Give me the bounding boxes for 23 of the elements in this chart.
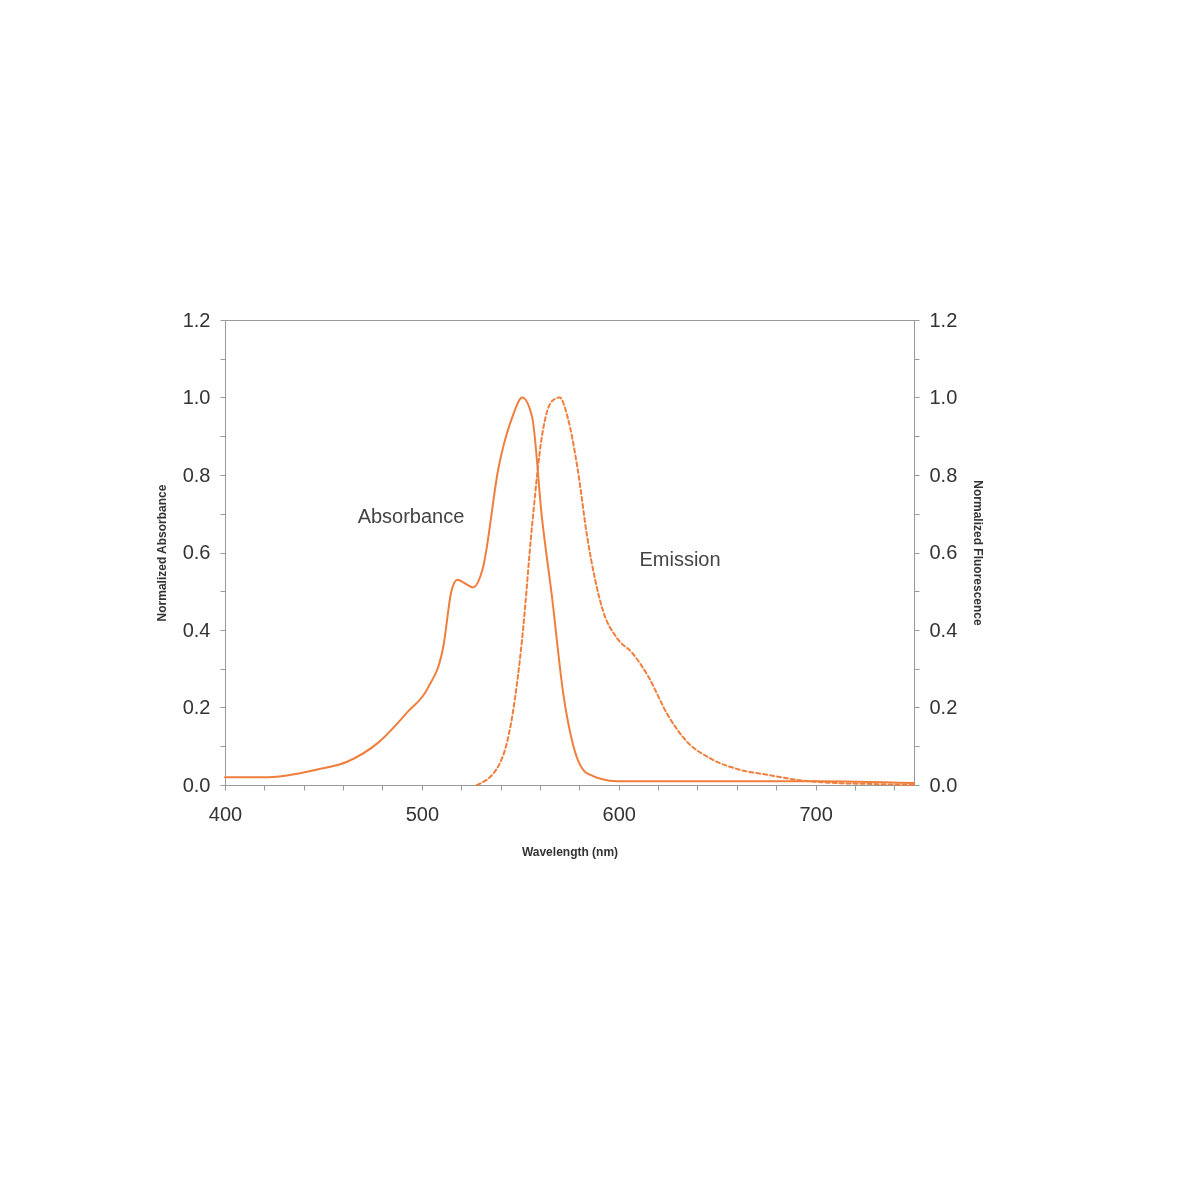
y-tick-label: 0.8	[182, 463, 211, 486]
y-tick-label: 1.2	[182, 308, 211, 331]
series-label: Absorbance	[357, 505, 465, 527]
y2-tick-label: 1.0	[929, 386, 958, 408]
y2-tick-label: 1.2	[929, 308, 958, 331]
y2-axis-title: Normalized Fluorescence	[971, 480, 986, 627]
y2-tick-label: 0.0	[929, 773, 958, 796]
y-tick-label: 0.2	[182, 696, 211, 718]
y-tick-label: 0.6	[182, 541, 211, 563]
y-axis-title: Normalized Absorbance	[154, 484, 169, 622]
x-axis-title: Wavelength (nm)	[521, 844, 619, 859]
text: Emission	[639, 548, 721, 570]
x-tick-label: 700	[799, 802, 833, 825]
y2-tick-label: 0.6	[929, 541, 958, 563]
y-tick-label: 0.0	[182, 773, 211, 796]
y2-tick-label: 0.8	[929, 463, 958, 486]
x-tick-label: 400	[208, 802, 243, 825]
x-tick-label: 500	[405, 802, 440, 825]
x-tick-label: 600	[602, 802, 636, 825]
y-tick-label: 1.0	[182, 386, 211, 408]
y2-tick-label: 0.4	[929, 618, 958, 641]
y2-tick-label: 0.2	[929, 696, 958, 718]
y-tick-label: 0.4	[182, 618, 211, 641]
